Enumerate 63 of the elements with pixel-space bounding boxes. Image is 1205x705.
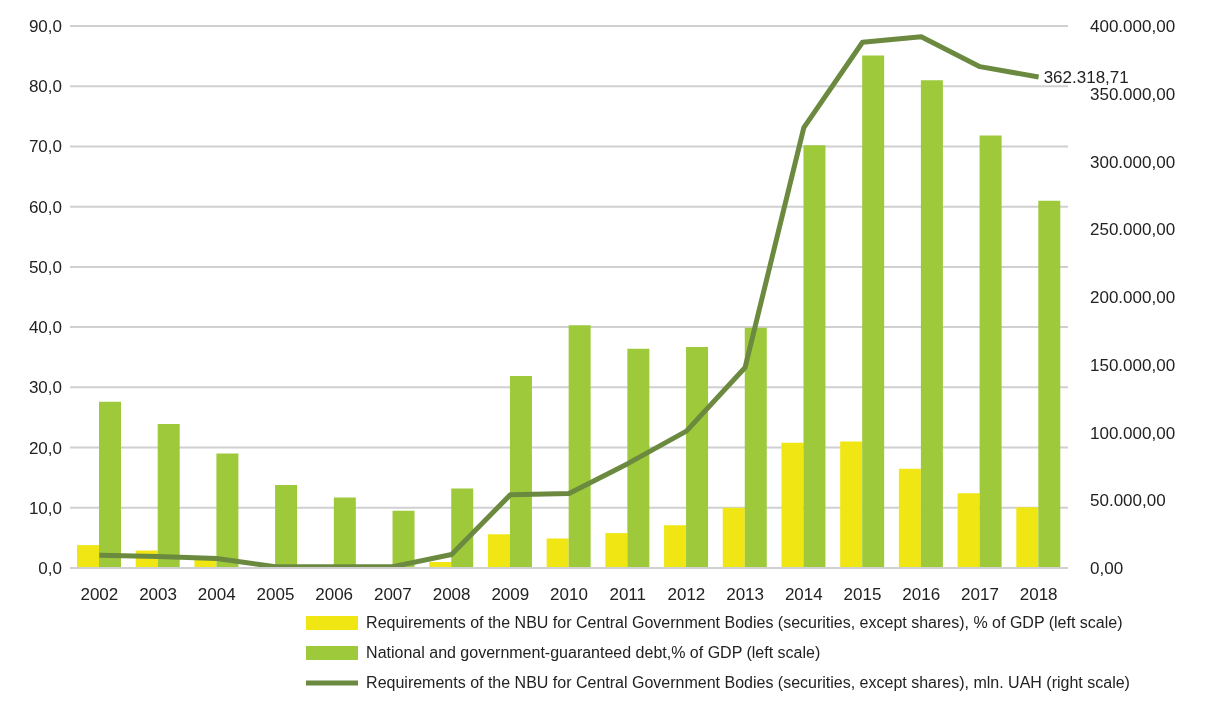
y2-tick-label: 200.000,00 (1090, 288, 1176, 308)
bar (605, 533, 628, 568)
bar (803, 145, 826, 568)
x-tick-label: 2007 (373, 585, 412, 605)
y-tick-label: 20,0 (28, 438, 62, 458)
bar (744, 327, 767, 568)
x-tick-label: 2004 (197, 585, 236, 605)
y2-tick-label: 50.000,00 (1090, 491, 1166, 511)
x-tick-label: 2015 (843, 585, 882, 605)
x-tick-label: 2005 (256, 585, 295, 605)
x-tick-label: 2009 (491, 585, 530, 605)
y-tick-label: 70,0 (28, 137, 62, 157)
x-tick-label: 2016 (902, 585, 941, 605)
y-tick-label: 60,0 (28, 197, 62, 217)
y2-tick-label: 100.000,00 (1090, 423, 1176, 443)
y-tick-label: 90,0 (28, 17, 62, 37)
x-tick-label: 2006 (315, 585, 354, 605)
x-tick-label: 2002 (80, 585, 119, 605)
y2-tick-label: 300.000,00 (1090, 152, 1176, 172)
y-tick-label: 50,0 (28, 257, 62, 277)
bar (840, 441, 863, 568)
bar (568, 325, 591, 568)
bar (546, 538, 569, 568)
bar (216, 453, 239, 568)
legend-label: National and government-guaranteed debt,% of GDP (left scale) (366, 644, 821, 662)
y2-tick-label: 400.000,00 (1090, 17, 1176, 37)
bar (509, 375, 532, 568)
bar (157, 424, 180, 568)
x-tick-label: 2013 (726, 585, 765, 605)
y-tick-label: 30,0 (28, 378, 62, 398)
x-tick-label: 2014 (784, 585, 823, 605)
bar (1038, 200, 1061, 568)
bar (722, 507, 745, 568)
bar (664, 525, 687, 568)
bar (99, 401, 121, 568)
x-tick-label: 2018 (1019, 585, 1058, 605)
x-tick-label: 2003 (139, 585, 177, 605)
legend-label: Requirements of the NBU for Central Government Bodies (securities, except shares), % of GDP (left scale) (366, 614, 1123, 632)
bar (862, 55, 885, 568)
legend-label: Requirements of the NBU for Central Government Bodies (securities, except shares), mln. UAH (right scale) (366, 674, 1130, 692)
bar (686, 346, 709, 568)
bar (487, 534, 510, 568)
y2-tick-label: 250.000,00 (1090, 220, 1176, 240)
bar (77, 545, 99, 568)
bar (957, 493, 980, 568)
bar (627, 348, 650, 568)
bar (979, 135, 1002, 568)
x-tick-label: 2011 (609, 585, 646, 605)
y-tick-label: 80,0 (28, 77, 62, 97)
x-tick-label: 2008 (432, 585, 471, 605)
bar (392, 510, 415, 568)
x-tick-label: 2010 (550, 585, 588, 605)
y-tick-label: 10,0 (28, 498, 62, 518)
x-tick-label: 2017 (961, 585, 999, 605)
y-tick-label: 40,0 (28, 318, 62, 338)
y2-tick-label: 150.000,00 (1090, 355, 1176, 375)
x-tick-label: 2012 (667, 585, 706, 605)
y-tick-label: 0,0 (38, 559, 62, 579)
bar (781, 442, 804, 568)
y2-tick-label: 0,00 (1090, 559, 1124, 579)
bar (1016, 507, 1039, 568)
bar (898, 468, 921, 568)
bar (920, 80, 943, 568)
